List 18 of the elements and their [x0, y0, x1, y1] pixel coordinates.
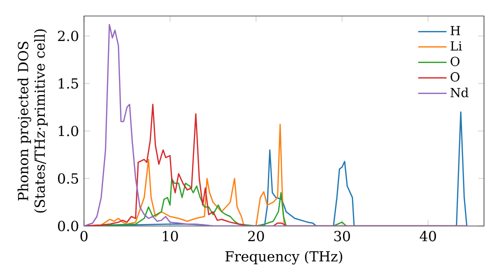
x-tick-label: 30	[334, 230, 350, 242]
y-tick-label: 0.5	[58, 173, 78, 184]
legend-label: H	[450, 26, 460, 36]
y-tick-label: 2.0	[58, 30, 78, 42]
line-series	[84, 24, 468, 226]
y-tick-label: 0.0	[58, 220, 78, 232]
y-tick-label: 1.5	[58, 78, 78, 89]
legend-label: Nd	[450, 88, 468, 98]
y-axis-title: Phonon projected DOS (States/THz·primitive cell)	[18, 29, 48, 213]
legend-label: O	[450, 72, 460, 82]
x-axis-title: Frequency (THz)	[225, 250, 342, 264]
y-tick-label: 1.0	[58, 126, 78, 136]
legend-label: O	[450, 56, 460, 66]
x-tick-label: 40	[420, 230, 436, 242]
x-tick-label: 10	[162, 230, 178, 242]
x-tick-label: 0	[80, 230, 88, 242]
x-tick-label: 20	[248, 230, 264, 242]
legend-label: Li	[450, 41, 462, 50]
